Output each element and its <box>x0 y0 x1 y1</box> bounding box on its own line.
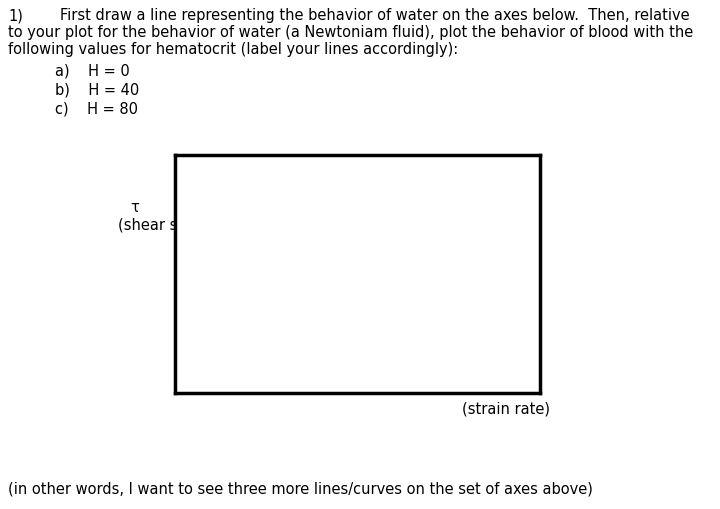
Text: b)    H = 40: b) H = 40 <box>55 82 139 97</box>
Text: (strain rate): (strain rate) <box>462 401 550 416</box>
Text: 1): 1) <box>8 8 23 23</box>
Text: (shear stress): (shear stress) <box>118 218 219 233</box>
Text: (in other words, I want to see three more lines/curves on the set of axes above): (in other words, I want to see three mor… <box>8 481 593 496</box>
Text: to your plot for the behavior of water (a Newtoniam fluid), plot the behavior of: to your plot for the behavior of water (… <box>8 25 693 40</box>
Text: τ: τ <box>130 200 139 215</box>
Text: First draw a line representing the behavior of water on the axes below.  Then, r: First draw a line representing the behav… <box>60 8 690 23</box>
Text: a)    H = 0: a) H = 0 <box>55 63 130 78</box>
Text: following values for hematocrit (label your lines accordingly):: following values for hematocrit (label y… <box>8 42 458 57</box>
Text: c)    H = 80: c) H = 80 <box>55 101 138 116</box>
